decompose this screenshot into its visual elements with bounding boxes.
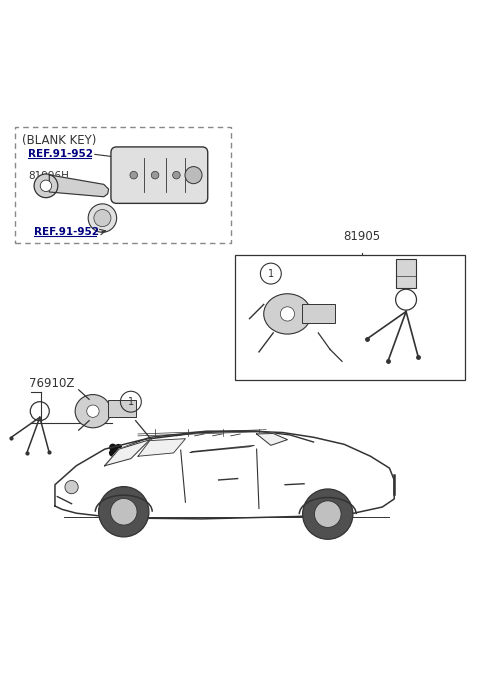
Ellipse shape [264, 294, 311, 334]
Bar [301, 305, 335, 324]
Circle shape [185, 166, 202, 184]
Text: 81905: 81905 [343, 230, 380, 243]
Text: REF.91-952: REF.91-952 [28, 149, 93, 159]
Text: 1: 1 [268, 268, 274, 279]
Polygon shape [257, 433, 288, 445]
Text: 76910Z: 76910Z [29, 377, 74, 390]
Polygon shape [138, 439, 185, 456]
Circle shape [302, 489, 353, 539]
Circle shape [40, 180, 52, 192]
Circle shape [110, 498, 137, 525]
Circle shape [87, 405, 99, 417]
Circle shape [130, 171, 137, 179]
Circle shape [88, 204, 117, 232]
Circle shape [314, 501, 341, 528]
Bar [396, 259, 417, 288]
Circle shape [94, 210, 111, 226]
Polygon shape [49, 175, 108, 196]
Bar [14, 127, 230, 243]
Circle shape [173, 171, 180, 179]
Polygon shape [105, 440, 150, 466]
Text: 81996H: 81996H [28, 171, 69, 181]
Bar [235, 254, 466, 380]
FancyBboxPatch shape [111, 147, 208, 203]
Ellipse shape [75, 394, 111, 428]
Circle shape [34, 174, 58, 198]
Circle shape [65, 480, 78, 493]
Circle shape [151, 171, 159, 179]
Text: REF.91-952: REF.91-952 [34, 227, 98, 238]
Text: (BLANK KEY): (BLANK KEY) [22, 134, 96, 147]
Circle shape [98, 487, 149, 537]
Polygon shape [190, 445, 254, 452]
Polygon shape [55, 431, 394, 519]
Text: 1: 1 [128, 397, 134, 407]
Bar [108, 401, 136, 417]
Circle shape [280, 307, 295, 321]
